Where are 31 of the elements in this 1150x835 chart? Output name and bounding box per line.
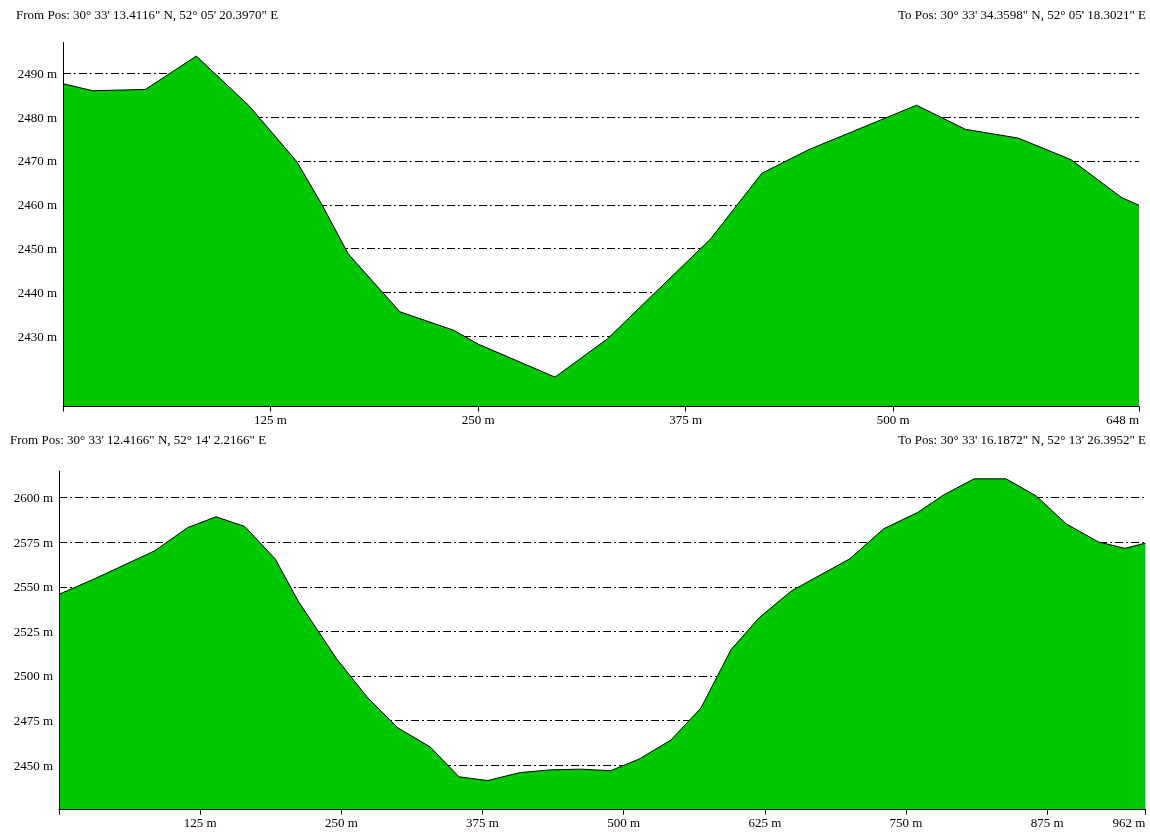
- y-tick-label: 2475 m: [13, 712, 53, 728]
- x-tick-label: 500 m: [876, 411, 910, 427]
- y-tick-label: 2470 m: [17, 153, 57, 169]
- y-tick-label: 2450 m: [13, 757, 53, 773]
- x-tick-label: 648 m: [1106, 411, 1139, 427]
- y-tick-label: 2600 m: [13, 490, 53, 506]
- y-tick-label: 2490 m: [17, 65, 57, 81]
- x-tick-label: 750 m: [889, 814, 923, 830]
- y-tick-label: 2525 m: [13, 623, 53, 639]
- x-tick-label: 125 m: [183, 814, 217, 830]
- y-tick-label: 2500 m: [13, 668, 53, 684]
- x-tick-label: 250 m: [461, 411, 495, 427]
- y-tick-label: 2430 m: [17, 328, 57, 344]
- text: From Pos: 30° 33' 12.4166" N, 52° 14' 2.2166" E: [10, 432, 267, 447]
- x-tick-label: 375 m: [466, 814, 499, 830]
- x-tick-label: 500 m: [607, 814, 641, 830]
- text: From Pos: 30° 33' 13.4116" N, 52° 05' 20.3970" E: [16, 7, 279, 22]
- x-tick-label: 875 m: [1030, 814, 1064, 830]
- x-tick-label: 962 m: [1112, 814, 1146, 830]
- x-tick-label: 125 m: [254, 411, 287, 427]
- text: To Pos: 30° 33' 34.3598" N, 52° 05' 18.3021" E: [898, 7, 1147, 22]
- x-tick-label: 375 m: [669, 411, 703, 427]
- y-tick-label: 2480 m: [17, 109, 57, 125]
- y-tick-label: 2440 m: [17, 284, 57, 300]
- text: To Pos: 30° 33' 16.1872" N, 52° 13' 26.3952" E: [898, 432, 1147, 447]
- x-tick-label: 250 m: [324, 814, 358, 830]
- y-tick-label: 2575 m: [13, 534, 53, 550]
- y-tick-label: 2450 m: [17, 241, 57, 257]
- y-tick-label: 2550 m: [13, 579, 53, 595]
- y-tick-label: 2460 m: [17, 197, 57, 213]
- x-tick-label: 625 m: [748, 814, 782, 830]
